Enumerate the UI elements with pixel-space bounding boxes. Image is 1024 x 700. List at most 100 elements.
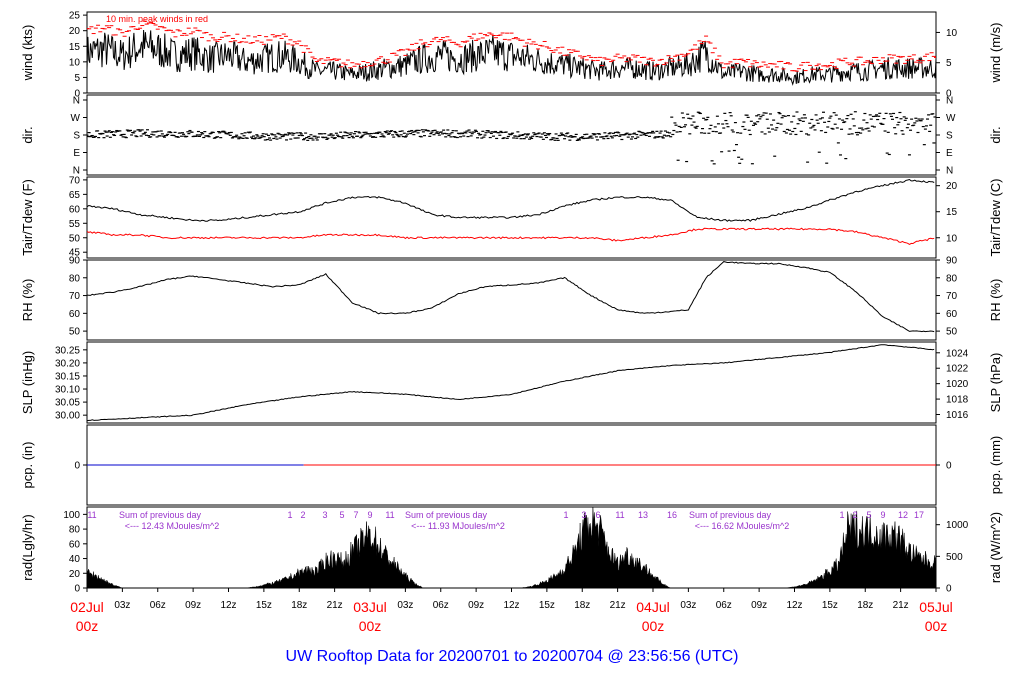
y-axis-title-left: wind (kts) [20,25,35,82]
panel-rh: 50 60 70 80 90 50 60 70 80 90 RH (%) RH (%) [20,256,1003,341]
hour-mark-label: 17 [914,510,924,520]
panel-frame [86,341,937,424]
y-tick-label-right: 1016 [946,410,969,421]
hour-mark-label: 9 [880,510,885,520]
y-tick-label-right: S [946,131,953,142]
y-tick-label-right: 0 [946,461,952,472]
y-tick-label-left: E [73,148,80,159]
hour-tick-label: 06z [433,600,449,611]
day-date-label: 02Jul [70,599,103,615]
y-tick-label-right: E [946,148,953,159]
y-tick-label-left: 30.15 [55,371,80,382]
y-tick-label-left: 40 [69,554,81,565]
y-tick-label-left: 0 [74,584,80,595]
hour-mark-label: 11 [87,510,96,520]
plot-area [87,344,935,422]
hour-tick-label: 12z [503,600,519,611]
day-date-label: 03Jul [353,599,386,615]
y-tick-label-left: 70 [69,175,81,186]
hour-tick-label: 12z [786,600,802,611]
panel-frame [86,506,937,589]
hour-mark-label: 1 [287,510,292,520]
y-tick-label-right: 90 [946,256,958,267]
y-tick-label-left: 20 [69,569,81,580]
y-tick-label-left: 30.20 [55,358,80,369]
footer-title: UW Rooftop Data for 20200701 to 20200704… [285,648,739,665]
hour-tick-label: 03z [114,600,130,611]
y-axis-title-left: SLP (inHg) [20,351,35,414]
y-tick-label-left: W [71,113,81,124]
y-tick-label-left: N [73,166,80,177]
y-tick-label-left: 15 [69,42,81,53]
hour-mark-label: 12 [898,510,908,520]
y-tick-label-right: 80 [946,273,958,284]
y-tick-label-left: 65 [69,190,81,201]
y-axis-title-right: RH (%) [988,279,1003,322]
y-tick-label-left: 10 [69,57,81,68]
hour-tick-label: 06z [716,600,732,611]
y-axis-title-left: pcp. (in) [20,442,35,489]
y-axis-title-right: pcp. (mm) [988,436,1003,495]
hour-tick-label: 03z [680,600,696,611]
panel-pcp: 0 0 pcp. (in) pcp. (mm) [20,424,1003,506]
y-tick-label-left: 30.05 [55,398,80,409]
y-tick-label-right: 1018 [946,395,969,406]
hour-tick-label: 18z [291,600,307,611]
time-axis: 02Jul 03z 06z 09z 12z 15z 18z 21z 03Jul 03z 06z 09z… [70,588,953,634]
hour-mark-label: 2 [300,510,305,520]
series-radiation [87,507,936,588]
hour-tick-label: 03z [397,600,413,611]
hour-mark-label: 13 [638,510,648,520]
plot-area [87,261,935,333]
y-axis-title-left: RH (%) [20,279,35,322]
daily-sum-title: Sum of previous day [119,510,202,520]
y-tick-label-right: 0 [946,584,952,595]
plot-area [87,178,935,245]
y-tick-label-right: W [946,113,956,124]
y-tick-label-right: 70 [946,291,958,302]
y-tick-label-left: 20 [69,26,81,37]
y-tick-label-left: 55 [69,219,81,230]
day-date-label: 04Jul [636,599,669,615]
y-axis-title-right: rad (W/m^2) [988,512,1003,583]
y-tick-label-left: 0 [74,461,80,472]
y-axis-title-left: dir. [20,126,35,143]
y-tick-label-right: 10 [946,233,958,244]
hour-tick-label: 09z [468,600,484,611]
series-rh-0 [87,261,935,333]
y-tick-label-right: 60 [946,309,958,320]
daily-sum-title: Sum of previous day [405,510,488,520]
day-hour-label: 00z [925,618,948,634]
y-tick-label-left: N [73,96,80,107]
y-tick-label-left: 45 [69,248,81,259]
hour-mark-label: 5 [866,510,871,520]
hour-mark-label: 1 [839,510,844,520]
panel-wind: 0 5 10 15 20 25 0 5 10 wind (kts) wind (m/s) 10 min… [20,11,1003,100]
y-tick-label-right: 50 [946,327,958,338]
y-tick-label-left: S [73,131,80,142]
y-axis-title-left: Tair/Tdew (F) [20,179,35,256]
hour-mark-label: 9 [367,510,372,520]
hour-tick-label: 15z [539,600,555,611]
hour-tick-label: 21z [893,600,909,611]
series-temp-1 [87,227,935,245]
hour-mark-label: 7 [353,510,358,520]
y-tick-label-left: 80 [69,525,81,536]
hour-mark-label: 1 [563,510,568,520]
y-tick-label-right: 10 [946,28,958,39]
series-temp-0 [87,178,935,222]
hour-tick-label: 21z [610,600,626,611]
peak-wind-annotation: 10 min. peak winds in red [106,14,208,24]
panel-temp: 45 50 55 60 65 70 10 15 20 Tair/Tdew (F) Tair/Tdew… [20,175,1003,258]
y-tick-label-left: 25 [69,11,81,22]
hour-mark-label: 11 [385,510,394,520]
hour-mark-label: 5 [339,510,344,520]
y-tick-label-left: 80 [69,273,81,284]
daily-sum-value: <--- 16.62 MJoules/m^2 [695,521,790,531]
panel-frame [86,176,937,259]
hour-mark-label: 16 [667,510,677,520]
y-tick-label-left: 60 [69,539,81,550]
hour-tick-label: 15z [822,600,838,611]
